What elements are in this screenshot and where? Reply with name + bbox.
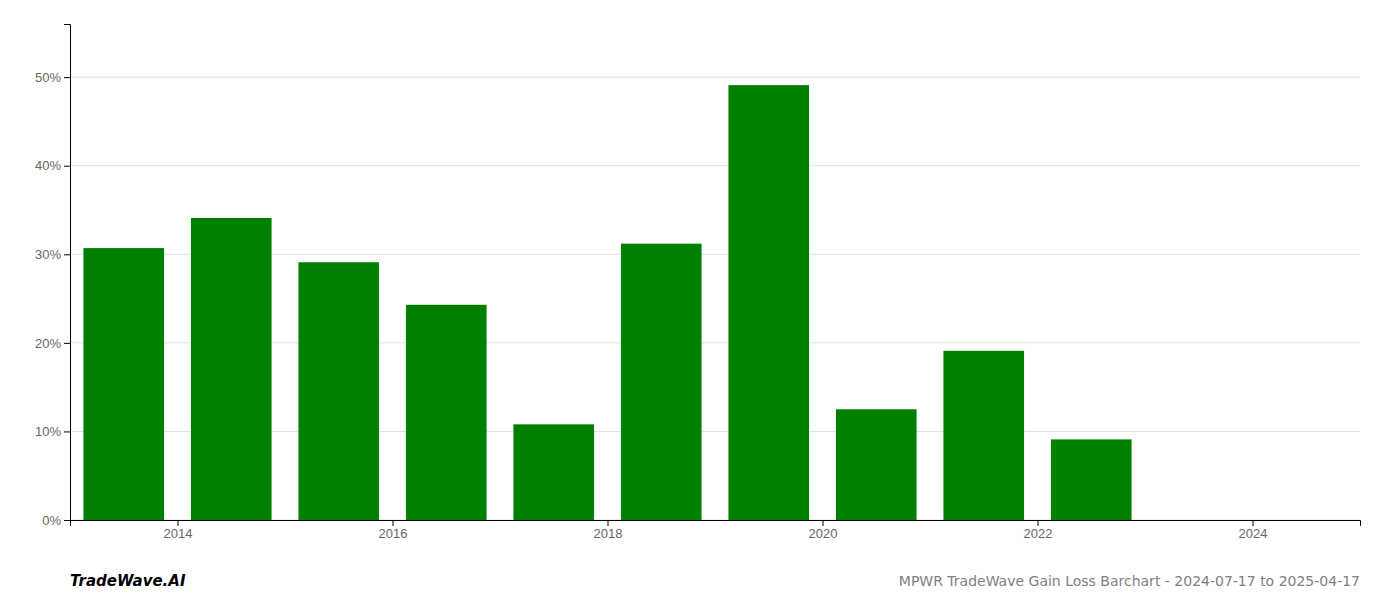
x-tick: 2022 [1024,520,1053,541]
y-tick-mark [64,77,70,78]
y-tick-label: 20% [35,336,61,351]
x-tick-label: 2022 [1024,526,1053,541]
x-tick-mark [393,520,394,526]
y-tick-mark [64,343,70,344]
bar [298,262,379,520]
chart-container: 0% 10% 20% 30% 40% 50% 2014 2016 2018 2020 2022 202… [0,0,1400,600]
y-tick: 50% [35,70,70,85]
x-tick: 2020 [809,520,838,541]
y-tick: 10% [35,424,70,439]
x-axis: 2014 2016 2018 2020 2022 2024 [71,520,1361,541]
x-tick: 2014 [164,520,193,541]
grid-line [70,165,1360,166]
bar [836,409,917,520]
bar [621,244,702,520]
y-tick-label: 0% [42,513,61,528]
chart-title: MPWR TradeWave Gain Loss Barchart - 2024… [899,573,1360,589]
grid [70,77,1360,520]
bar [83,248,164,520]
x-tick-mark [608,520,609,526]
bars [83,85,1131,520]
y-tick-mark [64,166,70,167]
x-tick-mark [1253,520,1254,526]
x-tick-label: 2020 [809,526,838,541]
x-tick: 2016 [379,520,408,541]
x-tick-label: 2014 [164,526,193,541]
x-tick-mark [1038,520,1039,526]
bar [728,85,809,520]
y-tick: 30% [35,247,70,262]
x-tick-label: 2018 [594,526,623,541]
y-tick-mark [64,520,70,521]
y-tick-label: 30% [35,247,61,262]
y-tick-mark [64,431,70,432]
x-tick-mark [178,520,179,526]
y-tick: 40% [35,158,70,173]
chart-svg: 0% 10% 20% 30% 40% 50% 2014 2016 2018 2020 2022 202… [0,0,1400,600]
plot-area: 0% 10% 20% 30% 40% 50% 2014 2016 2018 2020 2022 202… [35,25,1361,542]
y-tick-mark [64,254,70,255]
bar [191,218,272,520]
x-tick-label: 2016 [379,526,408,541]
watermark: TradeWave.AI [70,572,186,590]
x-tick: 2018 [594,520,623,541]
y-tick: 20% [35,336,70,351]
bar [943,351,1024,520]
y-axis-line [64,25,71,521]
y-tick: 0% [42,513,70,528]
bar [1051,439,1132,520]
x-axis-line [71,521,1361,527]
x-tick: 2024 [1239,520,1268,541]
y-tick-label: 10% [35,424,61,439]
y-tick-label: 40% [35,158,61,173]
y-tick-label: 50% [35,70,61,85]
x-tick-label: 2024 [1239,526,1268,541]
bar [406,305,487,520]
grid-line [70,77,1360,78]
bar [513,424,594,520]
y-axis: 0% 10% 20% 30% 40% 50% [35,25,71,528]
x-tick-mark [823,520,824,526]
